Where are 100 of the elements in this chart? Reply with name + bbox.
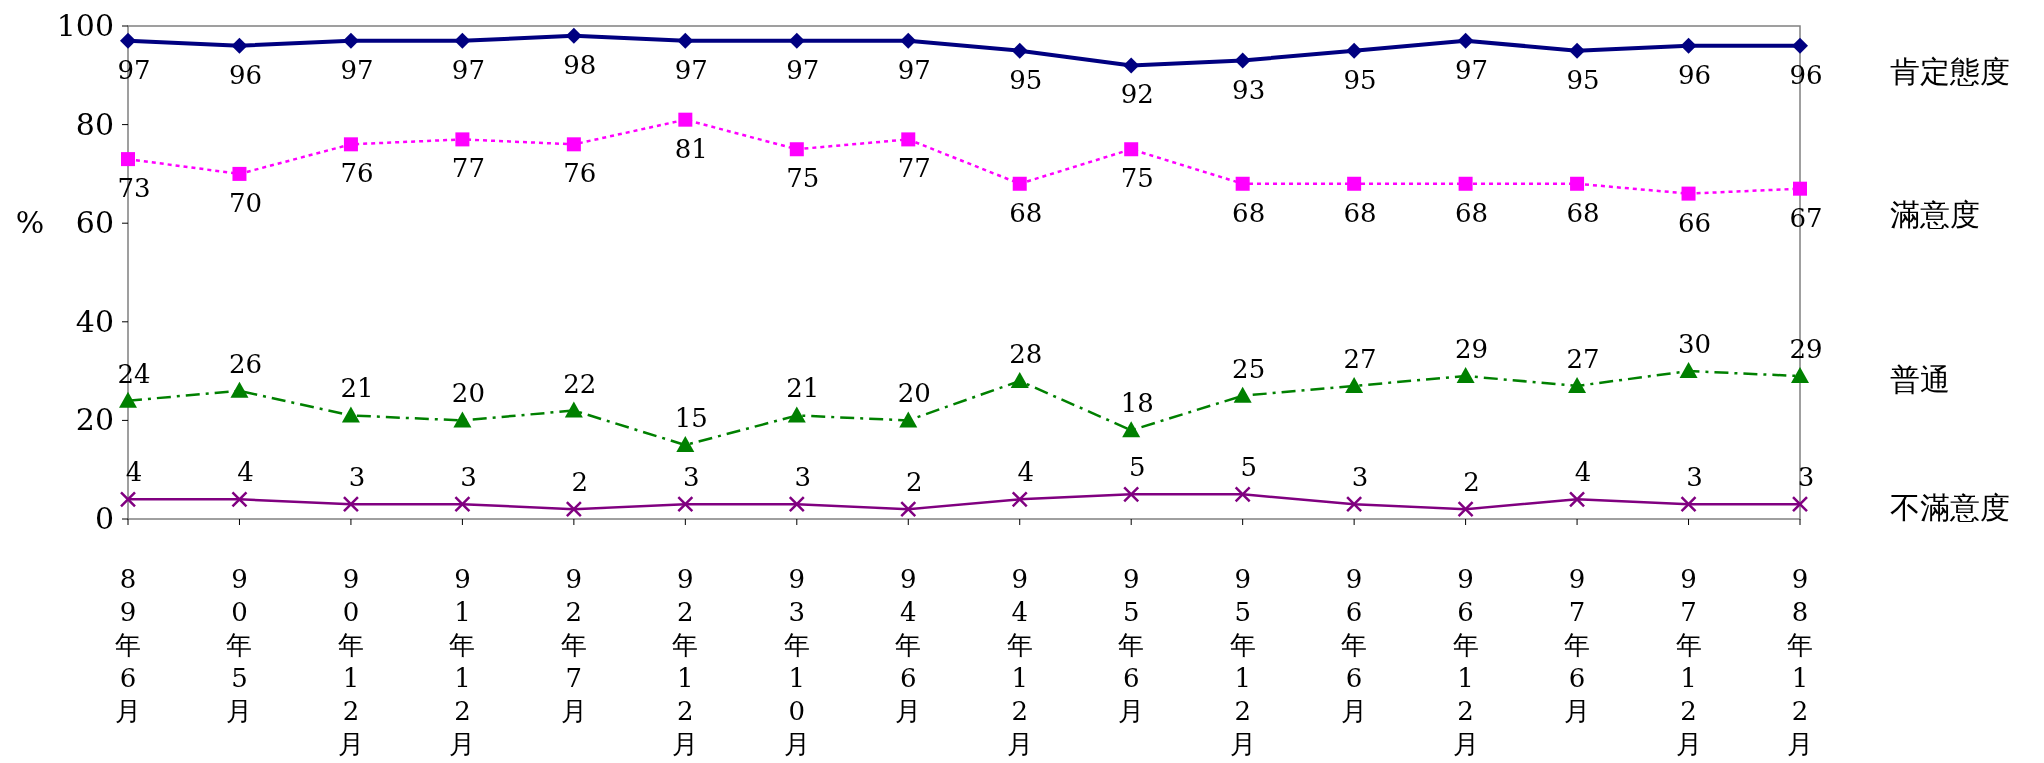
point xyxy=(1122,486,1140,503)
point xyxy=(342,32,359,49)
point xyxy=(788,32,805,49)
data-label: 97 xyxy=(786,54,820,85)
y-tick-label: 80 xyxy=(75,106,114,142)
data-label: 73 xyxy=(117,173,151,204)
point xyxy=(1791,367,1809,384)
data-label: 4 xyxy=(1574,457,1592,488)
x-tick-label: 90年5月 xyxy=(226,564,253,726)
point xyxy=(1234,486,1251,503)
data-label: 3 xyxy=(1797,462,1815,493)
point xyxy=(1791,495,1809,513)
data-label: 3 xyxy=(1351,462,1369,493)
data-label: 3 xyxy=(683,462,700,493)
data-label: 81 xyxy=(674,133,708,164)
point xyxy=(1346,42,1363,59)
data-label: 2 xyxy=(571,467,589,498)
y-tick-label: 100 xyxy=(56,8,114,43)
data-label: 18 xyxy=(1120,388,1154,419)
point xyxy=(1793,181,1807,196)
data-label: 76 xyxy=(340,158,374,189)
point xyxy=(120,32,136,49)
y-tick-label: 40 xyxy=(75,303,114,339)
point xyxy=(1123,57,1140,74)
y-tick-label: 20 xyxy=(75,402,114,438)
data-label: 75 xyxy=(786,163,820,194)
point xyxy=(564,401,583,418)
data-label: 21 xyxy=(340,373,374,404)
data-label: 77 xyxy=(897,153,931,184)
point xyxy=(1234,52,1251,69)
data-label: 66 xyxy=(1677,207,1712,238)
point xyxy=(341,406,360,423)
data-label: 22 xyxy=(563,368,597,399)
point xyxy=(565,27,582,44)
data-label: 5 xyxy=(1128,452,1146,483)
data-label: 97 xyxy=(451,54,485,85)
point xyxy=(1345,376,1364,393)
data-label: 70 xyxy=(228,187,263,218)
data-label: 24 xyxy=(117,358,151,389)
data-label: 67 xyxy=(1789,202,1823,233)
point xyxy=(1680,37,1697,54)
data-label: 75 xyxy=(1120,163,1154,194)
point xyxy=(900,500,917,518)
data-label: 4 xyxy=(125,457,143,488)
data-label: 68 xyxy=(1455,197,1489,228)
point xyxy=(231,491,248,508)
data-label: 3 xyxy=(1686,462,1703,493)
data-label: 27 xyxy=(1343,343,1377,374)
y-tick-label: 60 xyxy=(75,205,114,241)
data-label: 68 xyxy=(1009,197,1043,228)
text: 肯定態度 xyxy=(1890,53,2010,89)
point xyxy=(1457,32,1474,49)
point xyxy=(1011,491,1028,508)
data-label: 3 xyxy=(794,462,812,493)
point xyxy=(900,32,917,49)
point xyxy=(455,132,470,147)
point xyxy=(1012,176,1027,191)
point xyxy=(1681,186,1696,201)
point xyxy=(1458,176,1473,191)
x-tick-label: 97年6月 xyxy=(1564,564,1591,726)
text: 不滿意度 xyxy=(1890,490,2010,526)
data-label: 30 xyxy=(1677,329,1712,360)
point xyxy=(1011,42,1028,59)
point xyxy=(1235,176,1250,191)
data-label: 4 xyxy=(237,457,254,488)
point xyxy=(901,132,916,147)
data-label: 77 xyxy=(451,153,485,184)
point xyxy=(1679,362,1698,379)
x-tick-label: 93年10月 xyxy=(783,564,810,759)
point xyxy=(1570,176,1585,191)
point xyxy=(121,152,135,167)
data-label: 21 xyxy=(786,373,820,404)
data-label: 68 xyxy=(1566,197,1600,228)
point xyxy=(677,495,694,513)
data-label: 97 xyxy=(117,54,151,85)
point xyxy=(1345,495,1363,513)
data-label: 68 xyxy=(1232,197,1266,228)
point xyxy=(676,436,695,453)
data-label: 95 xyxy=(1009,64,1043,95)
data-label: 5 xyxy=(1240,452,1257,483)
data-label: 93 xyxy=(1232,74,1266,105)
point xyxy=(1233,386,1252,403)
point xyxy=(343,137,358,152)
data-label: 3 xyxy=(348,462,366,493)
point xyxy=(230,381,249,398)
data-label: 96 xyxy=(1789,59,1823,90)
data-label: 20 xyxy=(451,378,485,409)
point xyxy=(899,411,918,428)
x-tick-label: 94年12月 xyxy=(1006,564,1033,759)
data-label: 98 xyxy=(563,49,597,80)
data-label: 4 xyxy=(1017,457,1035,488)
data-label: 29 xyxy=(1789,334,1823,365)
point xyxy=(678,112,693,127)
point xyxy=(789,142,804,157)
data-label: 92 xyxy=(1120,79,1154,110)
x-tick-label: 95年12月 xyxy=(1229,564,1256,759)
point xyxy=(1569,42,1586,59)
point xyxy=(1792,37,1808,54)
point xyxy=(1347,176,1362,191)
point xyxy=(677,32,694,49)
